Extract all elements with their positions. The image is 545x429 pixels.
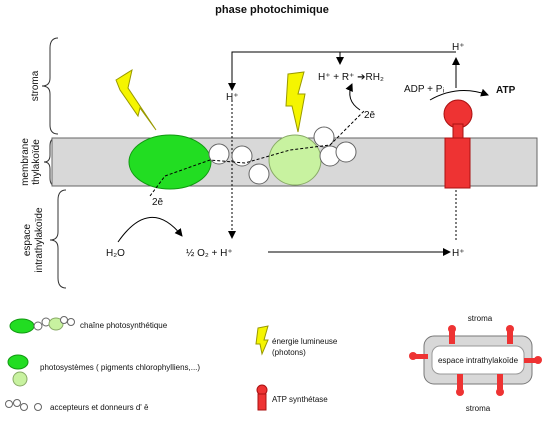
atp-label: ATP <box>496 85 516 96</box>
electron-carrier <box>335 141 357 163</box>
lightning-icon <box>285 71 306 133</box>
electron-pair-label: 2ē <box>152 197 164 208</box>
legend-chain-label: chaîne photosynthétique <box>80 321 168 330</box>
stroma-brace <box>41 37 59 135</box>
proton-path-top <box>228 51 456 91</box>
photosystem-light <box>268 134 322 186</box>
legend-chain-icon <box>9 316 75 334</box>
water-label: H₂O <box>106 248 125 259</box>
legend-lightning-icon <box>255 325 269 356</box>
photosystem-dark <box>128 134 212 190</box>
oxygen-label: ½ O₂ + H⁺ <box>186 248 233 259</box>
legend-carriers-label: accepteurs et donneurs d' ē <box>50 403 149 412</box>
electron-path <box>149 109 366 197</box>
proton-label: H⁺ <box>452 248 465 259</box>
legend-photosystem-dark-icon <box>7 354 29 370</box>
proton-label: H⁺ <box>452 42 465 53</box>
inset-atp-synthase <box>409 325 542 396</box>
zone-label-membrane-2: thylakoïde <box>31 139 42 185</box>
electron-carrier <box>208 143 230 165</box>
inset-lumen-label: espace intrathylakoïde <box>438 356 519 365</box>
legend-atp-synthase-icon <box>256 384 268 411</box>
inset-stroma-bottom: stroma <box>466 404 491 413</box>
membrane-brace <box>43 137 57 187</box>
atp-synthase-base <box>444 137 471 189</box>
electron-pair-label: 2ē <box>364 110 376 121</box>
water-oxidation-arrow <box>117 217 183 243</box>
atp-arrow <box>429 88 489 101</box>
page-title: phase photochimique <box>215 4 329 16</box>
legend-atp-synthase-label: ATP synthétase <box>272 395 328 404</box>
legend-carriers-icon <box>5 399 42 411</box>
reduction-arrow <box>345 83 361 111</box>
electron-carrier <box>248 163 270 185</box>
legend-light-label-2: (photons) <box>272 348 306 357</box>
lumen-brace <box>49 189 67 289</box>
legend-light-label-1: énergie lumineuse <box>272 337 338 346</box>
nadp-reduction-label: H⁺ + R⁺ ➔RH₂ <box>318 72 384 83</box>
legend-photosystems-label: photosystèmes ( pigments chlorophylliens… <box>40 363 200 372</box>
zone-label-lumen-1: espace <box>22 223 33 256</box>
zone-label-lumen-2: intrathylakoïde <box>34 207 45 272</box>
legend-photosystem-light-icon <box>12 371 28 387</box>
electron-carrier <box>231 145 253 167</box>
adp-label: ADP + Pᵢ <box>404 84 444 95</box>
zone-label-stroma: stroma <box>30 70 41 101</box>
zone-label-membrane-1: membrane <box>20 138 31 186</box>
inset-stroma-top: stroma <box>468 314 493 323</box>
electron-carrier <box>313 126 335 148</box>
lightning-icon <box>115 68 157 131</box>
proton-label: H⁺ <box>226 92 239 103</box>
